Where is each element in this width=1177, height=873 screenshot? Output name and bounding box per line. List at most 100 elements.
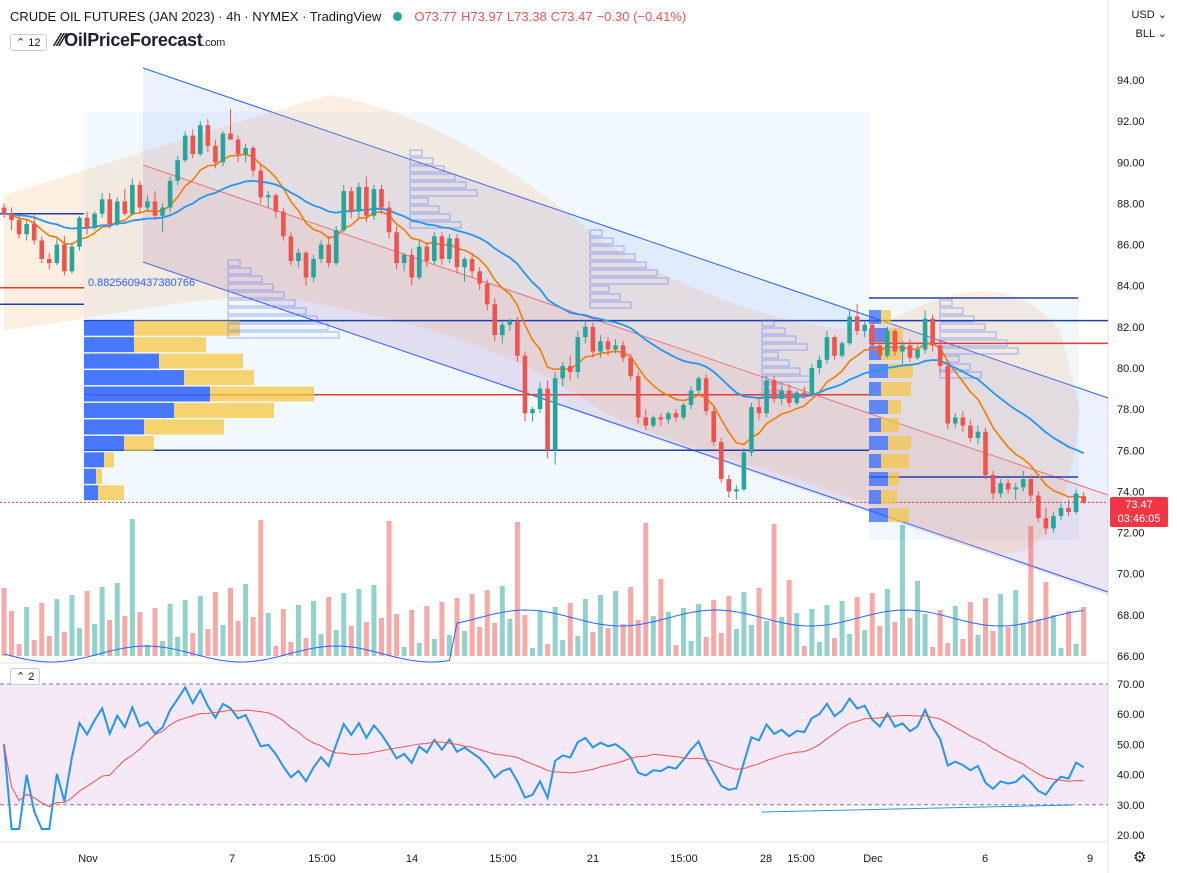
rsi-tick-label: 40.00: [1117, 770, 1145, 782]
rsi-collapse-button[interactable]: ⌃ 2: [10, 668, 41, 685]
unit-select[interactable]: BLL ⌄: [1136, 27, 1167, 40]
session-profile-bar: [589, 269, 658, 277]
volume-bar: [809, 609, 815, 656]
price-tick-label: 94.00: [1117, 75, 1145, 87]
volume-bar: [167, 604, 173, 656]
volume-bar: [416, 643, 422, 656]
volume-profile-bar-up: [84, 320, 134, 336]
volume-bar: [862, 630, 868, 656]
volume-bar: [892, 622, 898, 656]
volume-bar: [197, 596, 203, 656]
candle-body: [983, 431, 988, 475]
channel-lower-fill: [143, 165, 1108, 595]
candle-body: [416, 246, 422, 278]
volume-bar: [990, 631, 996, 656]
currency-select[interactable]: USD ⌄: [1131, 8, 1167, 21]
candle-body: [394, 232, 399, 264]
candle-body: [99, 199, 105, 214]
candle-body: [349, 191, 354, 212]
candle-body: [409, 254, 414, 278]
volume-profile-bar-up: [869, 418, 881, 432]
session-profile-bar: [409, 189, 478, 197]
session-profile-bar: [227, 283, 274, 291]
candle-body: [220, 133, 226, 163]
session-profile-bar: [939, 331, 997, 339]
session-profile-bar: [409, 205, 440, 213]
candle-body: [990, 474, 996, 494]
candle-body: [915, 349, 920, 358]
volume-bar: [1035, 619, 1041, 656]
volume-profile-bar-up: [869, 454, 881, 468]
volume-bar: [869, 593, 875, 656]
volume-bar: [250, 617, 256, 656]
volume-bar: [1050, 615, 1056, 656]
candle-body: [333, 230, 339, 264]
volume-bar: [235, 621, 241, 656]
chevron-down-icon: ⌄: [1157, 28, 1167, 40]
volume-bar: [688, 641, 694, 656]
candle-body: [296, 252, 301, 262]
candle-body: [62, 244, 67, 272]
volume-bar: [1028, 526, 1034, 656]
candle-body: [575, 337, 581, 373]
volume-profile-bar-down: [210, 386, 314, 402]
candle-body: [326, 244, 331, 264]
volume-bar: [92, 624, 98, 656]
ohlc-high: H73.97: [460, 9, 503, 24]
candle-body: [477, 271, 482, 284]
volume-bar: [907, 618, 913, 656]
price-tick-label: 86.00: [1117, 240, 1145, 252]
indicators-collapse-button[interactable]: ⌃ 12: [10, 34, 47, 51]
volume-bar: [582, 599, 588, 656]
rsi-tick-label: 30.00: [1117, 800, 1145, 812]
volume-bar: [379, 618, 384, 656]
rsi-divergence-line: [761, 804, 1073, 813]
settings-gear-icon[interactable]: ⚙: [1133, 849, 1147, 866]
band-cloud: [4, 95, 1080, 554]
volume-profile-bar-down: [881, 418, 899, 432]
volume-bar: [847, 634, 853, 656]
candle-body: [469, 258, 475, 272]
volume-bar: [983, 598, 988, 656]
candle-body: [77, 217, 82, 247]
volume-bar: [326, 597, 332, 656]
session-profile-bar: [227, 259, 241, 267]
last-price: 73.47: [1125, 499, 1153, 511]
candle-body: [130, 184, 135, 214]
volume-profile-bar-up: [869, 490, 881, 504]
volume-bar: [530, 648, 535, 656]
candle-body: [756, 407, 762, 414]
candle-body: [696, 378, 701, 391]
time-tick-label: 9: [1087, 853, 1093, 865]
volume-bar: [733, 629, 739, 656]
candle-body: [741, 452, 747, 490]
range-shade-box: [84, 112, 869, 500]
candle-body: [447, 238, 452, 259]
volume-bar: [718, 633, 724, 656]
volume-bar: [1020, 623, 1026, 656]
volume-bar: [84, 591, 90, 656]
rsi-ma-line: [3, 709, 1084, 808]
volume-bar: [175, 637, 181, 656]
session-profile-bar: [589, 277, 669, 285]
candle-body: [311, 258, 316, 278]
volume-bar: [356, 589, 362, 656]
candle-body: [1081, 496, 1086, 503]
volume-profile-bar-up: [869, 436, 888, 450]
candle-body: [492, 304, 498, 336]
volume-profile-bar-down: [881, 310, 891, 324]
session-profile-bar: [589, 285, 610, 293]
price-tick-label: 68.00: [1117, 610, 1145, 622]
candle-body: [968, 425, 973, 438]
volume-bar: [499, 586, 505, 656]
candle-body: [318, 244, 324, 259]
price-tick-label: 66.00: [1117, 651, 1145, 663]
volume-bar: [628, 587, 634, 656]
session-profile-bar: [409, 197, 429, 205]
candle-body: [726, 479, 732, 492]
volume-profile-bar-down: [134, 320, 240, 336]
rsi-pane-count: 2: [28, 671, 35, 683]
volume-bar: [484, 590, 490, 656]
volume-bar: [832, 638, 837, 656]
